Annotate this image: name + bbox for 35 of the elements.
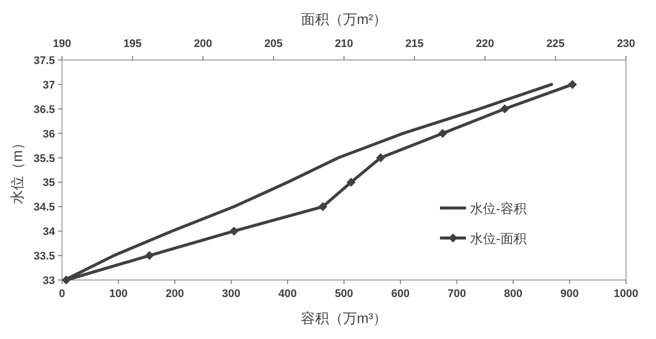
y-tick-label: 37 xyxy=(42,79,55,92)
x-tick-label: 600 xyxy=(391,288,410,300)
y-tick-label: 35.5 xyxy=(34,152,55,165)
x2-tick-label: 215 xyxy=(405,38,424,50)
legend-label: 水位-容积 xyxy=(470,201,526,216)
x2-tick-label: 190 xyxy=(52,38,72,50)
x2-tick-label: 210 xyxy=(334,38,354,50)
x-tick-label: 0 xyxy=(58,288,66,300)
y-tick-label: 34.5 xyxy=(34,202,55,214)
y-tick-label: 36 xyxy=(42,128,55,140)
x2-axis-title: 面积（万m²） xyxy=(300,11,388,27)
x-tick-label: 300 xyxy=(222,288,240,300)
x2-tick-label: 195 xyxy=(123,38,142,50)
x-tick-label: 100 xyxy=(109,288,128,300)
x2-tick-label: 230 xyxy=(616,38,636,50)
y-axis-title: 水位（m） xyxy=(9,136,25,204)
x-tick-label: 700 xyxy=(448,288,466,300)
x-tick-label: 200 xyxy=(166,288,184,300)
legend-label: 水位-面积 xyxy=(470,231,526,246)
x-tick-label: 400 xyxy=(278,288,297,300)
x2-tick-label: 205 xyxy=(264,38,283,50)
y-tick-label: 34 xyxy=(42,226,56,238)
x-axis-title: 容积（万m³） xyxy=(300,310,388,326)
x-tick-label: 500 xyxy=(334,288,354,300)
y-tick-label: 33 xyxy=(42,275,55,287)
y-tick-label: 35 xyxy=(42,177,55,190)
y-tick-label: 33.5 xyxy=(34,250,55,263)
x-tick-label: 900 xyxy=(560,288,579,300)
x2-tick-label: 225 xyxy=(546,38,565,50)
x-tick-label: 800 xyxy=(504,288,522,300)
y-tick-label: 36.5 xyxy=(34,104,55,116)
x2-tick-label: 200 xyxy=(194,38,212,50)
x2-tick-label: 220 xyxy=(476,38,494,50)
y-tick-label: 37.5 xyxy=(34,55,55,67)
x-tick-label: 1000 xyxy=(614,288,638,300)
